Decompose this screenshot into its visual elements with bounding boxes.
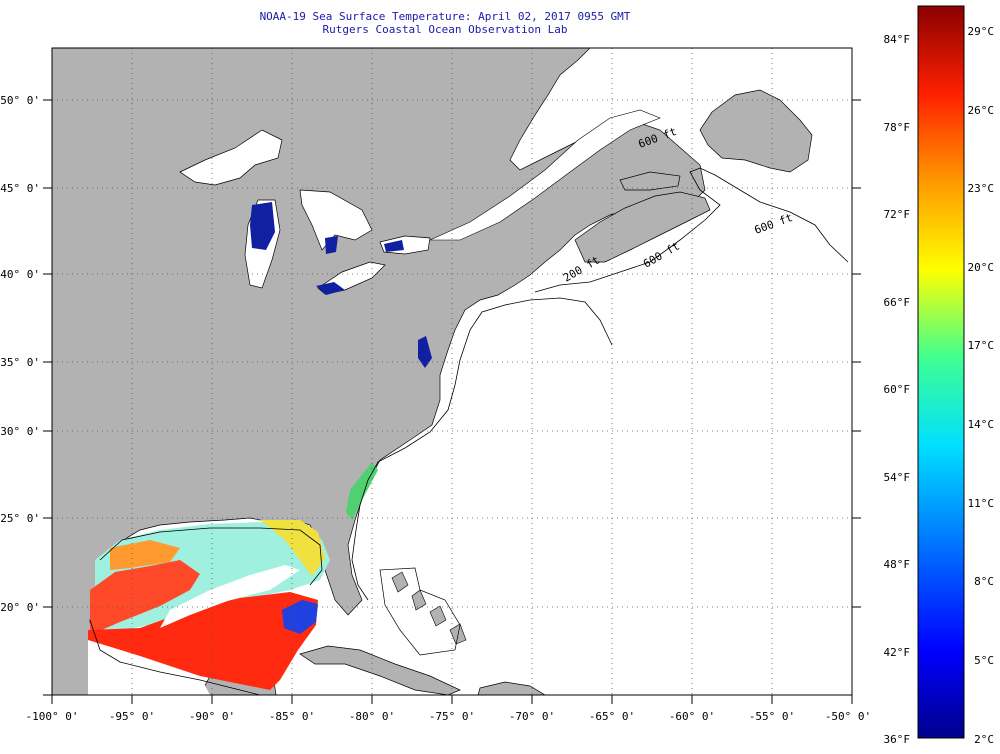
lat-tick-label: 50° 0' xyxy=(0,94,40,107)
lon-tick-label: -95° 0' xyxy=(109,710,155,723)
lon-tick-label: -85° 0' xyxy=(269,710,315,723)
pei-land xyxy=(619,171,681,191)
gulf-sst-warm-core xyxy=(88,592,318,690)
lat-tick-label: 25° 0' xyxy=(0,512,40,525)
lake-huron xyxy=(299,189,373,251)
celsius-label: 20°C xyxy=(968,261,995,274)
nova-scotia-land xyxy=(574,191,711,263)
isobath-contours xyxy=(89,167,849,695)
celsius-label: 5°C xyxy=(974,654,994,667)
lon-tick-label: -60° 0' xyxy=(669,710,715,723)
bahamas-bank-outline xyxy=(379,567,461,656)
fahrenheit-label: 48°F xyxy=(884,558,911,571)
fahrenheit-label: 78°F xyxy=(884,121,911,134)
lon-tick-label: -50° 0' xyxy=(825,710,871,723)
lon-tick-label: -90° 0' xyxy=(189,710,235,723)
lat-tick-label: 20° 0' xyxy=(0,601,40,614)
gulf-sst-warm-north xyxy=(90,560,200,635)
lon-tick-label: -55° 0' xyxy=(749,710,795,723)
celsius-label: 2°C xyxy=(974,733,994,746)
lat-tick-label: 40° 0' xyxy=(0,268,40,281)
newfoundland-land xyxy=(699,89,813,173)
celsius-label: 17°C xyxy=(968,339,995,352)
lat-tick-label: 35° 0' xyxy=(0,356,40,369)
gulf-cloud-gap-south xyxy=(88,640,210,695)
celsius-label: 11°C xyxy=(968,497,995,510)
chesapeake-bay xyxy=(418,336,432,368)
celsius-label: 23°C xyxy=(968,182,995,195)
fahrenheit-label: 66°F xyxy=(884,296,911,309)
temperature-colorbar xyxy=(917,5,965,739)
map-title: NOAA-19 Sea Surface Temperature: April 0… xyxy=(259,10,631,23)
bahamas-islands xyxy=(391,571,467,645)
lon-tick-label: -100° 0' xyxy=(26,710,79,723)
fahrenheit-label: 54°F xyxy=(884,471,911,484)
fahrenheit-label: 42°F xyxy=(884,646,911,659)
celsius-label: 29°C xyxy=(968,25,995,38)
lake-michigan-cold xyxy=(250,202,275,250)
lon-tick-label: -70° 0' xyxy=(509,710,555,723)
graticule xyxy=(52,48,852,695)
gulf-sst-blue-patch xyxy=(282,600,318,634)
lon-tick-label: -75° 0' xyxy=(429,710,475,723)
lat-tick-label: 30° 0' xyxy=(0,425,40,438)
fahrenheit-label: 60°F xyxy=(884,383,911,396)
gulf-sst-yellow-coast xyxy=(260,520,325,576)
lon-tick-label: -65° 0' xyxy=(589,710,635,723)
fahrenheit-label: 84°F xyxy=(884,33,911,46)
lon-tick-label: -80° 0' xyxy=(349,710,395,723)
lake-huron-cold xyxy=(325,236,338,254)
cuba-land xyxy=(299,645,461,695)
lake-superior xyxy=(179,129,283,186)
celsius-label: 26°C xyxy=(968,104,995,117)
lake-ontario-cold xyxy=(384,240,404,252)
map-subtitle: Rutgers Coastal Ocean Observation Lab xyxy=(322,23,568,36)
celsius-label: 14°C xyxy=(968,418,995,431)
fahrenheit-label: 72°F xyxy=(884,208,911,221)
gulf-sst-orange-coast xyxy=(110,540,180,570)
st-lawrence-river xyxy=(429,109,661,241)
celsius-label: 8°C xyxy=(974,575,994,588)
lat-tick-label: 45° 0' xyxy=(0,182,40,195)
axis-ticks xyxy=(43,99,861,704)
fahrenheit-label: 36°F xyxy=(884,733,911,746)
lake-erie-cold xyxy=(316,282,345,295)
hispaniola-land xyxy=(477,681,546,695)
gulf-cloud-gap xyxy=(160,565,300,628)
